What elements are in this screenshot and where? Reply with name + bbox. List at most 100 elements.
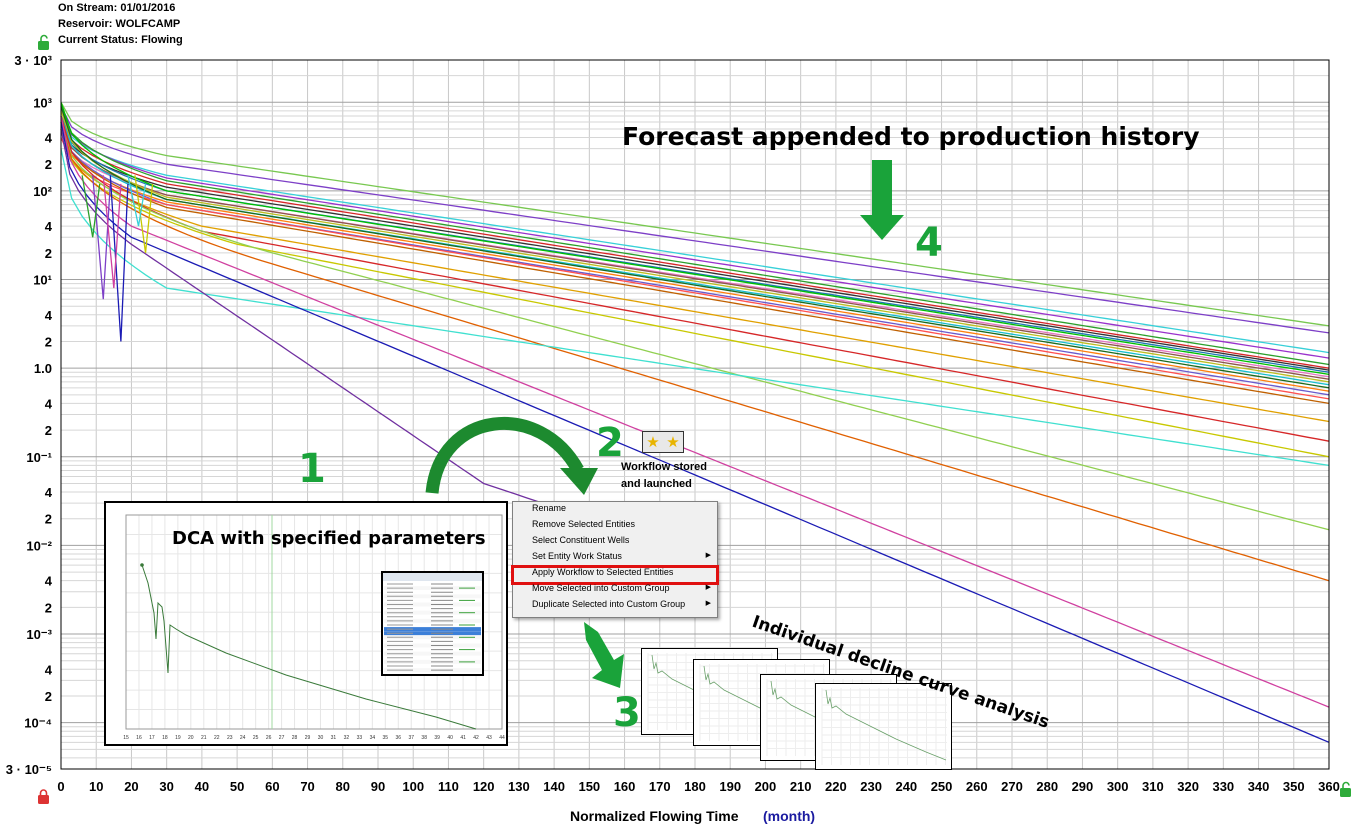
x-tick-label: 240 <box>895 779 917 794</box>
y-tick-labels: 3 · 10³ 10³ 4 2 10² 4 2 10¹ 4 2 1.0 4 2 10⁻¹ 4 2 10⁻² 4 2 1… <box>6 53 53 777</box>
x-tick-label: 110 <box>438 779 459 794</box>
y-tick-label: 10⁻⁴ <box>24 716 52 731</box>
chart-series <box>60 101 1330 743</box>
y-tick-label: 10⁻³ <box>26 627 52 642</box>
series-spike <box>102 175 122 289</box>
x-tick-label: 280 <box>1036 779 1058 794</box>
x-tick-label: 320 <box>1177 779 1199 794</box>
x-tick-label: 50 <box>230 779 244 794</box>
series-line <box>60 115 1330 369</box>
x-axis-unit: (month) <box>763 808 815 824</box>
dca-x-tick: 19 <box>175 735 181 741</box>
y-tick-label: 1.0 <box>34 361 52 376</box>
y-tick-label: 3 · 10⁻⁵ <box>6 762 52 777</box>
dca-x-tick: 17 <box>149 735 155 741</box>
lock-closed-icon[interactable] <box>38 789 49 804</box>
dca-x-tick: 22 <box>214 735 220 741</box>
x-tick-label: 360 <box>1318 779 1340 794</box>
curved-arrow-head <box>560 468 598 495</box>
step-1-label: 1 <box>298 446 326 492</box>
menu-item-duplicate-selected[interactable]: Duplicate Selected into Custom Group ▶ <box>513 599 717 615</box>
series-line <box>60 121 1330 371</box>
y-tick-label: 4 <box>45 308 53 323</box>
series-line <box>60 101 1330 327</box>
well-header: On Stream: 01/01/2016 Reservoir: WOLFCAM… <box>58 0 183 48</box>
y-tick-label: 4 <box>45 219 53 234</box>
dca-inset-plot: 15 16 17 18 19 20 21 22 23 24 25 26 27 28 29 30 31 32 33 34… <box>123 514 505 741</box>
series-line <box>60 128 1330 458</box>
dca-start-point <box>140 563 144 567</box>
dca-x-tick: 15 <box>123 735 129 741</box>
x-tick-label: 200 <box>755 779 777 794</box>
workflow-star-icon[interactable]: ★ ★ <box>642 431 684 453</box>
x-tick-label: 150 <box>578 779 600 794</box>
series-line <box>60 128 1330 423</box>
y-tick-label: 2 <box>45 600 52 615</box>
menu-item-rename[interactable]: Rename <box>513 503 717 519</box>
step-2-label: 2 <box>596 420 624 466</box>
series-line <box>60 137 1330 400</box>
x-tick-label: 230 <box>860 779 882 794</box>
x-tick-label: 350 <box>1283 779 1305 794</box>
dca-x-tick: 20 <box>188 735 194 741</box>
y-tick-label: 2 <box>45 246 52 261</box>
dca-x-tick: 35 <box>383 735 389 741</box>
series-spike <box>134 175 154 253</box>
series-line <box>60 110 1330 359</box>
menu-item-label: Set Entity Work Status <box>532 551 622 561</box>
lock-open-icon-right[interactable] <box>1340 781 1351 798</box>
dca-x-tick: 21 <box>201 735 207 741</box>
menu-item-move-selected[interactable]: Move Selected into Custom Group ▶ <box>513 583 717 599</box>
x-tick-label: 260 <box>966 779 988 794</box>
dca-x-tick: 24 <box>240 735 246 741</box>
series-line <box>60 106 1330 389</box>
dca-x-tick: 32 <box>344 735 350 741</box>
x-tick-label: 10 <box>89 779 103 794</box>
series-line <box>60 115 1330 708</box>
diag-arrow-3 <box>584 622 624 688</box>
on-stream-label: On Stream: 01/01/2016 <box>58 2 176 14</box>
y-tick-label: 2 <box>45 334 52 349</box>
x-tick-label: 250 <box>931 779 953 794</box>
menu-item-label: Apply Workflow to Selected Entities <box>532 567 674 577</box>
y-tick-label: 2 <box>45 423 52 438</box>
menu-item-label: Duplicate Selected into Custom Group <box>532 599 686 609</box>
y-tick-label: 2 <box>45 512 52 527</box>
dca-x-tick: 44 <box>499 735 505 741</box>
menu-item-remove-selected[interactable]: Remove Selected Entities <box>513 519 717 535</box>
series-spike <box>81 175 101 238</box>
menu-item-select-constituent-wells[interactable]: Select Constituent Wells <box>513 535 717 551</box>
y-tick-label: 4 <box>45 574 53 589</box>
series-line <box>60 128 590 520</box>
x-tick-label: 180 <box>684 779 706 794</box>
x-tick-label: 70 <box>300 779 314 794</box>
y-tick-label: 2 <box>45 157 52 172</box>
dca-x-tick: 30 <box>318 735 324 741</box>
y-tick-label: 10⁻² <box>26 538 52 553</box>
dca-x-tick: 42 <box>473 735 479 741</box>
series-spike <box>127 175 147 227</box>
menu-item-label: Rename <box>532 503 567 513</box>
x-tick-label: 190 <box>719 779 741 794</box>
dca-x-tick: 31 <box>331 735 337 741</box>
submenu-arrow-icon: ▶ <box>705 600 711 607</box>
dca-x-tick: 29 <box>305 735 311 741</box>
dca-title: DCA with specified parameters <box>172 528 486 549</box>
x-tick-label: 130 <box>508 779 530 794</box>
x-axis-label: Normalized Flowing Time <box>570 808 739 824</box>
menu-item-apply-workflow[interactable]: Apply Workflow to Selected Entities <box>511 565 719 585</box>
menu-item-set-work-status[interactable]: Set Entity Work Status ▶ <box>513 551 717 567</box>
x-tick-label: 20 <box>124 779 138 794</box>
plot-frame <box>60 59 1330 770</box>
y-tick-label: 10⁻¹ <box>26 450 52 465</box>
step-3-label: 3 <box>613 690 641 736</box>
submenu-arrow-icon: ▶ <box>705 584 711 591</box>
series-line <box>60 106 1330 366</box>
dca-x-tick: 26 <box>266 735 272 741</box>
lock-open-icon[interactable] <box>38 34 49 51</box>
dca-x-tick: 25 <box>253 735 259 741</box>
series-line <box>60 121 1330 582</box>
series-line <box>60 106 1330 334</box>
series-line <box>60 115 1330 442</box>
